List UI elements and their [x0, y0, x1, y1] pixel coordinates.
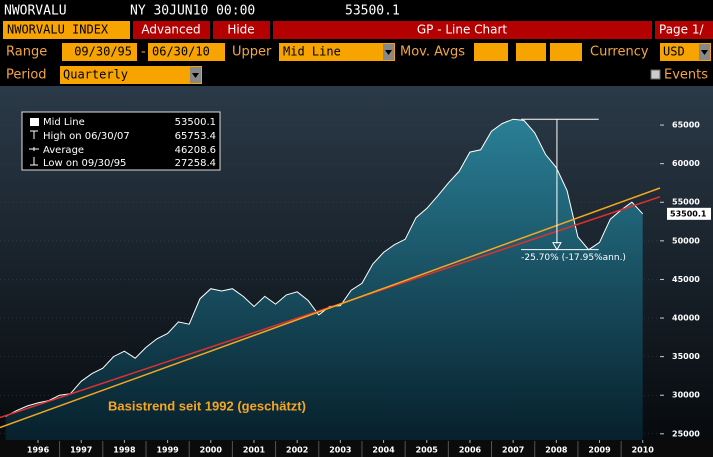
page: Page 1/ — [659, 23, 705, 37]
last-value-box — [667, 207, 711, 220]
range-dash: - — [141, 45, 146, 60]
legend-label: Average — [43, 145, 84, 156]
x-tick-label: 2009 — [588, 446, 611, 455]
legend-swatch — [30, 118, 39, 126]
period[interactable]: Quarterly — [63, 68, 128, 82]
events-checkbox[interactable] — [650, 69, 661, 80]
legend-value: 53500.1 — [175, 117, 216, 128]
legend-box — [21, 111, 221, 171]
x-tick-label: 2002 — [286, 446, 308, 455]
y-tick-label: 30000 — [672, 391, 700, 400]
advanced[interactable]: Advanced — [141, 23, 200, 37]
currency-label: Currency — [590, 45, 649, 60]
x-tick-label: 2001 — [243, 446, 266, 455]
period-label: Period — [6, 68, 47, 83]
dropdown-arrow — [385, 50, 392, 55]
page-box — [655, 21, 713, 39]
legend-low-icon — [30, 157, 38, 166]
function-title: GP - Line Chart — [417, 23, 508, 37]
y-tick-label: 25000 — [672, 429, 700, 438]
drawdown-label: -25.70% (-17.95%ann.) — [521, 253, 626, 263]
trend-line — [0, 187, 661, 429]
area — [5, 119, 643, 440]
y-tick-label: 35000 — [672, 352, 700, 361]
y-tick-label: 45000 — [672, 275, 700, 284]
y-tick-label: 55000 — [672, 198, 700, 207]
hide[interactable]: Hide — [227, 23, 254, 37]
mov-avg-input[interactable] — [550, 43, 582, 61]
legend-label: Low on 09/30/95 — [43, 158, 126, 169]
period-select[interactable] — [60, 66, 202, 84]
x-tick-label: 1999 — [156, 446, 179, 455]
upper-value[interactable]: Mid Line — [283, 45, 341, 59]
security-tab[interactable] — [3, 21, 130, 39]
x-tick-label: 1996 — [27, 446, 50, 455]
legend-value: 27258.4 — [175, 158, 216, 169]
time: NY 30JUN10 00:00 — [130, 4, 255, 19]
advanced-button[interactable] — [133, 21, 210, 39]
x-tick-label: 2010 — [632, 446, 655, 455]
x-tick-label: 2008 — [545, 446, 568, 455]
legend-high-icon — [30, 130, 38, 139]
hide-button[interactable] — [213, 21, 270, 39]
y-tick-label: 60000 — [672, 159, 700, 168]
y-tick-label: 50000 — [672, 236, 700, 245]
dropdown-arrow — [701, 50, 708, 55]
trend-label: Basistrend seit 1992 (geschätzt) — [108, 398, 306, 413]
legend-label: High on 06/30/07 — [43, 131, 130, 142]
last-value: 53500.1 — [670, 209, 707, 218]
dropdown-arrow — [192, 73, 199, 78]
last-price: 53500.1 — [345, 4, 400, 19]
upper-select[interactable] — [279, 43, 395, 61]
range-label: Range — [6, 45, 47, 60]
drawdown-arrowhead — [552, 242, 562, 251]
security[interactable]: NWORVALU INDEX — [7, 23, 109, 37]
x-tick-label: 2003 — [329, 446, 351, 455]
end-input[interactable] — [148, 43, 225, 61]
x-tick-label: 2000 — [200, 446, 223, 455]
x-tick-label: 1998 — [113, 446, 136, 455]
x-tick-label: 2007 — [502, 446, 524, 455]
mov-avg-input[interactable] — [474, 43, 508, 61]
x-tick-label: 2005 — [416, 446, 439, 455]
x-tick-label: 2006 — [459, 446, 482, 455]
currency-select[interactable] — [660, 43, 711, 61]
start-date[interactable]: 09/30/95 — [74, 45, 132, 59]
events[interactable]: Events — [664, 68, 708, 83]
legend-average-icon — [29, 147, 39, 151]
currency[interactable]: USD — [663, 45, 685, 59]
mov-avgs-label: Mov. Avgs — [400, 45, 465, 60]
x-tick-label: 1997 — [70, 446, 92, 455]
ticker: NWORVALU — [4, 4, 67, 19]
function-bar — [273, 21, 652, 39]
x-tick-label: 2004 — [372, 446, 395, 455]
legend-value: 65753.4 — [175, 131, 216, 142]
legend-label: Mid Line — [43, 117, 85, 128]
end-date[interactable]: 06/30/10 — [152, 45, 210, 59]
start-input[interactable] — [62, 43, 137, 61]
mov-avg-input[interactable] — [516, 43, 546, 61]
y-tick-label: 40000 — [672, 314, 700, 323]
upper-label: Upper — [232, 45, 272, 60]
y-tick-label: 65000 — [672, 121, 700, 130]
legend-value: 46208.6 — [175, 145, 216, 156]
